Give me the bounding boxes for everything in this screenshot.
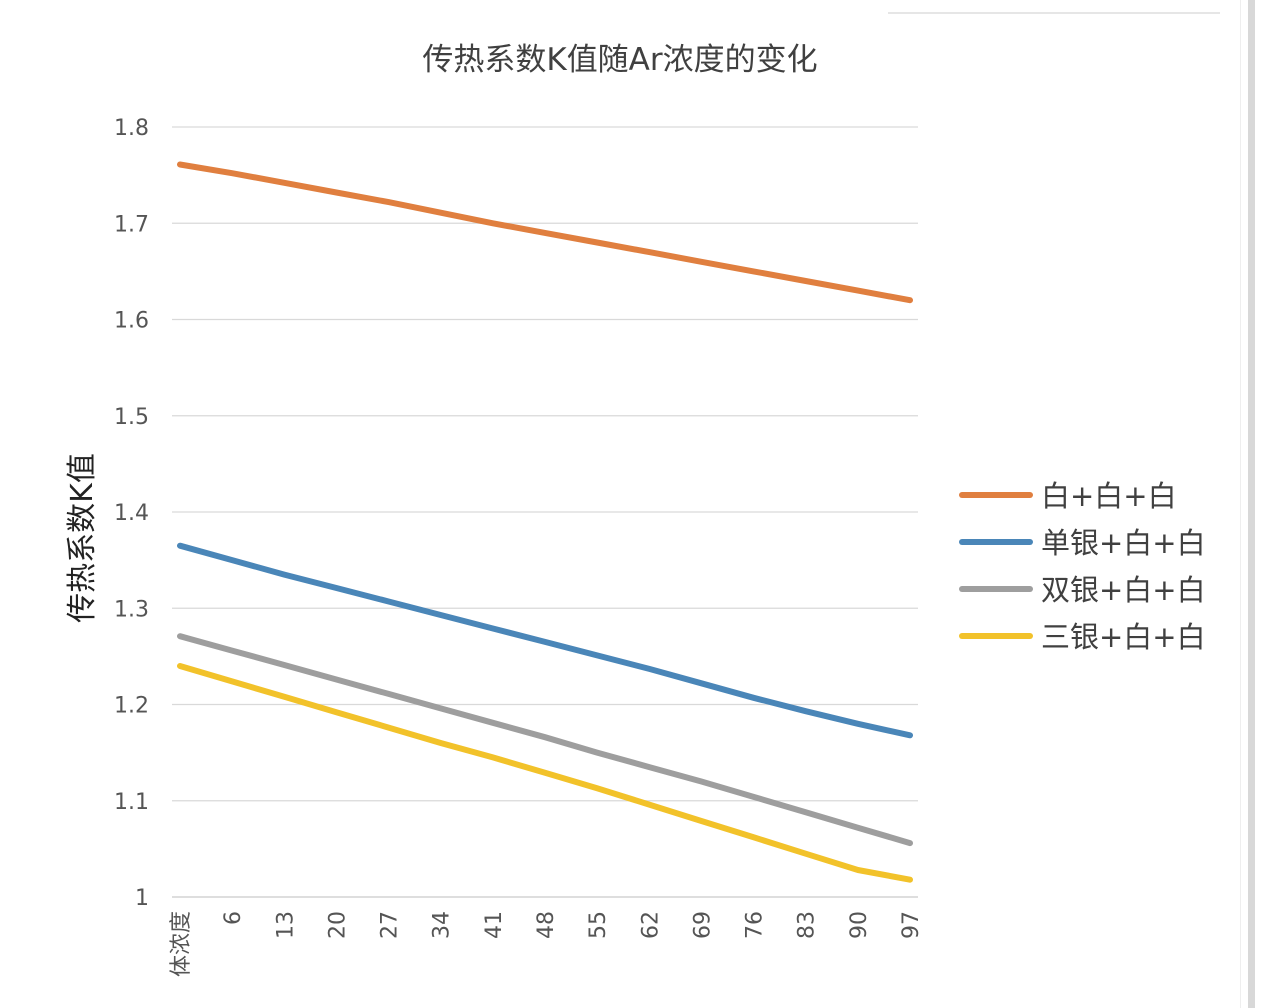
legend-label: 三银+白+白 [1041,620,1206,654]
window-top-border [888,12,1220,14]
y-tick-label: 1 [135,886,149,911]
y-tick-label: 1.1 [114,790,149,815]
x-tick-label: 55 [586,911,611,939]
y-tick-label: 1.8 [114,116,149,141]
y-tick-label: 1.7 [114,212,149,237]
x-tick-label: 90 [847,911,872,939]
y-axis-ticks: 1 1.1 1.2 1.3 1.4 1.5 1.6 1.7 1.8 [114,116,149,911]
y-axis-title: 传热系数K值 [65,453,100,623]
window-inner-edge [1240,0,1241,1008]
y-tick-label: 1.4 [114,501,149,526]
y-tick-label: 1.6 [114,309,149,334]
x-tick-label: 48 [534,911,559,939]
window-scrollbar-edge [1248,0,1255,1008]
x-tick-label: 34 [430,911,455,939]
x-tick-label: 6 [221,911,246,925]
legend-label: 双银+白+白 [1041,573,1206,607]
x-tick-label: 69 [690,911,715,939]
x-tick-label: 41 [482,911,507,939]
y-tick-label: 1.2 [114,694,149,719]
x-tick-label: 体浓度 [169,911,194,977]
x-tick-label: 27 [378,911,403,939]
legend-label: 白+白+白 [1041,479,1177,513]
x-tick-label: 76 [743,911,768,939]
y-tick-label: 1.3 [114,597,149,622]
series-lines [177,161,913,883]
legend-label: 单银+白+白 [1041,526,1206,560]
x-axis-ticks: 体浓度 6 13 20 27 34 41 48 55 62 69 76 83 90 97 [169,911,924,977]
gridlines [172,126,918,898]
x-tick-label: 13 [273,911,298,939]
chart-title: 传热系数K值随Ar浓度的变化 [422,42,817,78]
legend: 白+白+白单银+白+白双银+白+白三银+白+白 [959,479,1206,654]
series-line-1 [177,161,913,304]
y-tick-label: 1.5 [114,405,149,430]
x-tick-label: 97 [899,911,924,939]
x-tick-label: 62 [638,911,663,939]
x-tick-label: 83 [795,911,820,939]
series-line-3 [177,633,913,847]
x-tick-label: 20 [325,911,350,939]
series-line-2 [177,542,913,739]
